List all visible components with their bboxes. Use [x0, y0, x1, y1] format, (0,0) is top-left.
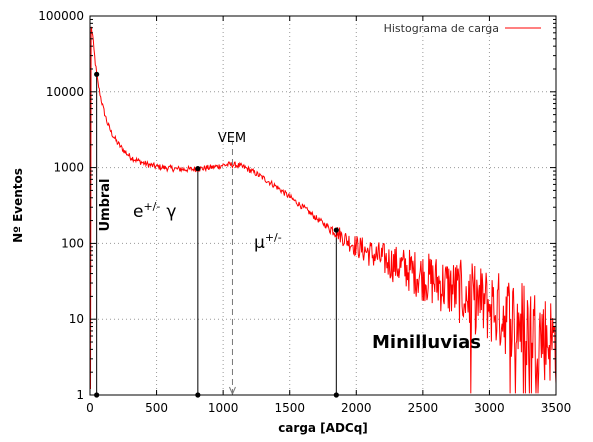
x-tick-label: 3500 — [541, 401, 572, 415]
annotation-umbral: Umbral — [98, 178, 113, 231]
vem-arrowhead — [229, 386, 236, 396]
x-axis-title: carga [ADCq] — [278, 421, 368, 435]
annotation-electron: e — [133, 202, 143, 222]
x-tick-label: 1000 — [208, 401, 239, 415]
legend: Histograma de carga — [384, 22, 541, 35]
x-tick-label: 0 — [86, 401, 94, 415]
y-tick-label: 100000 — [38, 9, 84, 23]
series-line-histogram — [90, 26, 557, 394]
data-marker — [94, 71, 100, 77]
y-axis-title: Nº Eventos — [11, 168, 25, 243]
annotation-minilluvias: Minilluvias — [372, 332, 481, 353]
annotation-electron-gamma: e+/- γ — [133, 200, 176, 222]
y-axis-ticks: 1 10 100 1000 10000 100000 — [38, 9, 556, 402]
x-tick-label: 2500 — [408, 401, 439, 415]
annotation-muon: μ+/- — [254, 231, 282, 253]
x-tick-label: 1500 — [274, 401, 305, 415]
x-tick-label: 3000 — [474, 401, 505, 415]
x-tick-label: 500 — [145, 401, 168, 415]
annotation-muon-sup: +/- — [265, 231, 282, 244]
grid — [90, 16, 556, 395]
annotation-lines — [96, 74, 337, 396]
annotation-electron-sup: +/- — [143, 200, 160, 213]
annotation-vem: VEM — [218, 131, 246, 146]
y-tick-label: 100 — [61, 236, 84, 250]
legend-label: Histograma de carga — [384, 22, 499, 35]
y-tick-label: 10 — [69, 312, 84, 326]
annotation-gamma: γ — [166, 202, 176, 222]
plot-frame — [89, 15, 557, 396]
y-tick-label: 1000 — [53, 161, 84, 175]
annotation-muon-symbol: μ — [254, 233, 265, 253]
data-marker — [333, 227, 339, 233]
x-tick-label: 2000 — [341, 401, 372, 415]
data-markers — [94, 71, 339, 398]
x-axis-ticks: 0 500 1000 1500 2000 2500 3000 3500 — [86, 16, 571, 415]
data-marker — [195, 166, 201, 172]
y-tick-label: 1 — [76, 388, 84, 402]
y-tick-label: 10000 — [46, 85, 84, 99]
